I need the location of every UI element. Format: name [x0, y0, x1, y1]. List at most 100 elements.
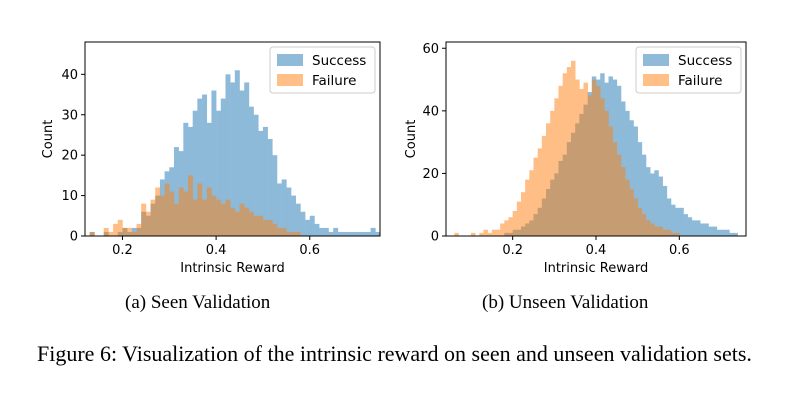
bar-failure [122, 227, 128, 236]
bar-success [262, 126, 268, 237]
panel-b-unseen-validation: 0.2 0.4 0.6 0 20 40 60 Intrinsic Reward Count Suc… [404, 41, 747, 276]
bar-success [197, 98, 203, 236]
bar-success [291, 195, 297, 236]
subcaption-b: (b) Unseen Validation [482, 292, 649, 313]
bar-failure [575, 79, 580, 236]
bar-failure [483, 229, 488, 236]
bar-success [633, 126, 638, 236]
bar-failure [558, 85, 563, 236]
bar-failure [633, 198, 638, 236]
bar-success [192, 110, 198, 236]
x-tick-label: 0.6 [299, 243, 320, 258]
bar-failure [234, 211, 240, 236]
bar-failure [262, 219, 268, 236]
bar-success [220, 98, 226, 236]
bar-failure [562, 73, 568, 236]
bar-failure [211, 195, 217, 236]
bar-failure [487, 232, 493, 236]
bar-success [131, 227, 137, 236]
bar-failure [546, 123, 551, 236]
bar-failure [591, 79, 597, 236]
y-tick-label: 0 [70, 230, 78, 245]
bar-success [654, 170, 659, 236]
bar-failure [616, 154, 622, 236]
bar-success [625, 110, 630, 236]
bar-failure [491, 229, 497, 236]
bar-failure [662, 229, 668, 236]
y-tick-label: 60 [422, 42, 439, 57]
bar-failure [103, 227, 109, 236]
bar-success [253, 114, 259, 236]
bar-success [281, 179, 287, 236]
bar-success [239, 90, 245, 236]
bar-success [286, 187, 292, 236]
bar-success [683, 214, 688, 236]
bar-failure [230, 207, 236, 236]
bar-success [272, 155, 278, 236]
bar-success [716, 229, 722, 236]
bar-failure [239, 203, 245, 236]
bar-success [351, 231, 357, 236]
bar-failure [654, 226, 659, 236]
x-axis-label: Intrinsic Reward [180, 261, 284, 276]
bar-failure [629, 189, 634, 236]
y-tick-label: 20 [61, 149, 78, 164]
bar-failure [131, 231, 137, 236]
bar-failure [108, 231, 114, 236]
bar-success [361, 231, 367, 236]
bar-failure [248, 211, 254, 236]
bar-success [337, 231, 343, 236]
bar-failure [529, 170, 534, 236]
bar-failure [258, 215, 264, 236]
x-tick-label: 0.4 [206, 243, 227, 258]
bar-success [700, 223, 705, 236]
bar-success [641, 154, 647, 236]
bar-failure [566, 67, 572, 236]
bar-failure [525, 179, 530, 236]
bar-failure [178, 187, 184, 236]
bar-failure [159, 195, 165, 236]
bar-success [225, 74, 231, 236]
bar-success [712, 226, 718, 236]
bar-failure [286, 231, 292, 236]
bar-success [671, 204, 676, 236]
bar-success [234, 70, 240, 236]
series-failure [454, 60, 680, 237]
bar-success [328, 231, 334, 236]
bar-failure [658, 226, 663, 236]
figure-caption: Figure 6: Visualization of the intrinsic… [37, 341, 752, 366]
series-failure [89, 175, 301, 237]
bar-success [347, 231, 353, 236]
bar-failure [225, 199, 231, 237]
bar-failure [612, 142, 618, 236]
bar-failure [281, 227, 287, 236]
bar-failure [253, 215, 259, 236]
bar-failure [608, 126, 613, 236]
bar-success [662, 185, 668, 236]
bar-failure [145, 211, 151, 236]
bar-failure [625, 179, 630, 236]
bar-failure [291, 231, 297, 236]
bar-failure [504, 220, 509, 236]
bar-failure [89, 231, 95, 236]
bar-failure [671, 232, 676, 236]
bar-success [704, 223, 709, 236]
bar-success [696, 220, 701, 236]
bar-success [356, 231, 362, 236]
bar-failure [197, 183, 203, 236]
bar-failure [571, 60, 576, 236]
bar-failure [141, 203, 147, 236]
bar-failure [666, 229, 672, 236]
bar-success [675, 207, 680, 236]
bar-success [323, 227, 329, 236]
bar-failure [117, 219, 123, 236]
bar-success [295, 203, 301, 236]
bar-failure [579, 88, 584, 236]
bar-failure [600, 98, 605, 236]
bar-failure [136, 223, 142, 237]
bar-failure [150, 199, 156, 237]
bar-failure [479, 232, 484, 236]
bar-failure [554, 98, 559, 236]
x-axis-label: Intrinsic Reward [544, 261, 648, 276]
bar-failure [220, 203, 226, 236]
